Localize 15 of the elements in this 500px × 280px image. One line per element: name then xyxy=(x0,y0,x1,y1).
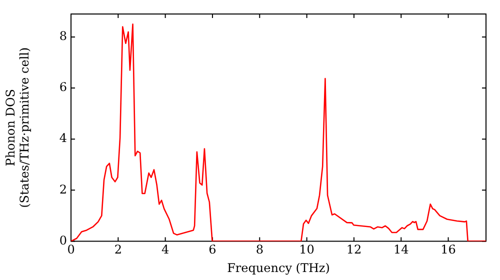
x-tick-label: 8 xyxy=(256,242,264,257)
x-tick-label: 4 xyxy=(162,242,170,257)
y-axis-title: Phonon DOS (States/THz·primitive cell) xyxy=(3,47,32,208)
y-tick-label: 8 xyxy=(59,29,67,44)
x-tick-label: 6 xyxy=(208,242,216,257)
y-tick-label: 4 xyxy=(59,131,68,146)
y-tick-label: 0 xyxy=(59,233,67,248)
x-tick-label: 14 xyxy=(393,242,410,257)
x-tick-label: 10 xyxy=(299,242,314,257)
x-tick-label: 12 xyxy=(346,242,362,257)
x-tick-label: 2 xyxy=(114,242,122,257)
x-axis-title: Frequency (THz) xyxy=(227,260,330,275)
y-tick-label: 6 xyxy=(59,80,67,94)
x-tick-label: 16 xyxy=(440,242,456,257)
y-tick-label: 2 xyxy=(59,182,67,196)
